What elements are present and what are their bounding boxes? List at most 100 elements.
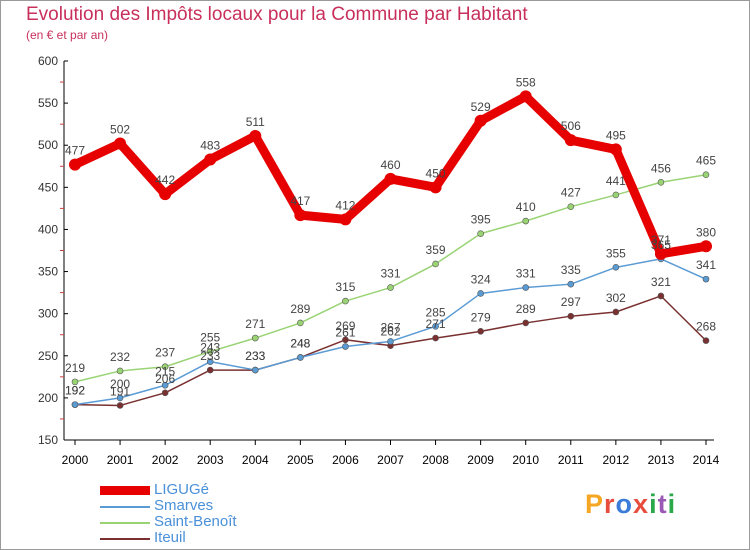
legend-swatch-ligug	[100, 486, 150, 495]
chart-subtitle: (en € et par an)	[26, 28, 109, 42]
x-tick-label: 2004	[242, 453, 269, 467]
data-point	[159, 188, 172, 201]
data-point	[294, 209, 307, 222]
proxiti-logo: Proxiti	[585, 489, 676, 520]
data-point	[339, 213, 352, 226]
data-point	[522, 284, 530, 291]
data-point	[477, 290, 484, 297]
data-label: 232	[110, 350, 130, 364]
data-label: 495	[606, 128, 626, 142]
data-label: 267	[380, 320, 400, 334]
data-label: 279	[471, 310, 491, 324]
legend-swatch-iteuil	[100, 538, 150, 540]
data-label: 302	[606, 291, 626, 305]
data-label: 219	[65, 361, 85, 375]
data-label: 255	[200, 331, 220, 345]
data-point	[612, 264, 620, 271]
data-point	[342, 297, 349, 305]
legend-item-smarves: Smarves	[100, 497, 360, 516]
data-label: 417	[290, 194, 310, 208]
data-point	[116, 367, 124, 375]
y-tick-label: 450	[38, 180, 58, 194]
data-point	[612, 308, 620, 316]
logo-letter: r	[604, 489, 616, 519]
data-point	[702, 337, 710, 344]
data-point	[161, 389, 169, 397]
data-point	[161, 363, 169, 371]
legend-item-saint-benoit: Saint-Benoît	[100, 513, 360, 532]
data-label: 269	[335, 319, 355, 333]
x-tick-label: 2006	[332, 453, 359, 467]
data-label: 268	[696, 320, 716, 334]
legend-item-ligug: LIGUGé	[100, 481, 360, 500]
data-point	[342, 336, 349, 344]
x-tick-label: 2005	[287, 453, 314, 467]
chart-title: Evolution des Impôts locaux pour la Comm…	[26, 4, 528, 25]
y-tick-label: 600	[38, 54, 58, 68]
data-point	[702, 171, 710, 178]
y-tick-label: 350	[38, 265, 58, 279]
data-label: 558	[516, 75, 536, 89]
data-label: 271	[426, 317, 446, 331]
data-label: 371	[651, 233, 671, 247]
y-tick-label: 500	[38, 138, 58, 152]
data-point	[206, 348, 214, 355]
data-label: 324	[471, 272, 491, 286]
data-label: 233	[245, 349, 265, 363]
data-point	[69, 158, 81, 171]
data-label: 315	[335, 280, 355, 294]
x-tick-label: 2009	[467, 453, 494, 467]
data-label: 450	[426, 166, 446, 180]
data-point	[612, 191, 620, 199]
logo-letter: i	[649, 489, 658, 519]
data-label: 502	[110, 123, 130, 137]
data-point	[204, 153, 217, 166]
data-point	[432, 260, 439, 268]
data-point	[657, 178, 665, 186]
data-label: 243	[200, 341, 220, 355]
legend-item-iteuil: Iteuil	[100, 529, 360, 548]
data-point	[429, 181, 442, 194]
data-point	[387, 338, 394, 345]
data-point	[519, 90, 532, 103]
data-label: 261	[335, 326, 355, 340]
data-label: 355	[606, 246, 626, 260]
data-point	[564, 134, 577, 147]
legend-label-iteuil: Iteuil	[154, 529, 186, 546]
data-label: 460	[380, 158, 400, 172]
data-label: 335	[561, 263, 581, 277]
data-point	[474, 114, 487, 127]
x-tick-label: 2003	[197, 453, 224, 467]
data-point	[567, 280, 575, 288]
data-label: 529	[471, 100, 491, 114]
data-label: 477	[65, 144, 85, 158]
data-label: 441	[606, 174, 626, 188]
y-tick-label: 200	[38, 391, 58, 405]
data-point	[114, 137, 127, 150]
data-label: 215	[155, 364, 175, 378]
data-label: 271	[245, 317, 265, 331]
data-point	[477, 230, 484, 237]
x-tick-label: 2002	[152, 453, 179, 467]
logo-letter: x	[633, 489, 650, 519]
data-point	[567, 203, 575, 211]
data-label: 192	[65, 384, 85, 398]
data-point	[71, 378, 79, 386]
y-tick-label: 300	[38, 307, 58, 321]
x-tick-label: 2000	[62, 453, 89, 467]
legend-swatch-smarves	[100, 506, 150, 508]
data-point	[567, 312, 575, 320]
x-tick-label: 2012	[603, 453, 630, 467]
data-label: 341	[696, 258, 716, 272]
y-tick-label: 400	[38, 222, 58, 236]
data-point	[297, 354, 304, 361]
data-point	[432, 334, 439, 342]
data-label: 248	[290, 336, 310, 350]
logo-letter: i	[667, 489, 677, 519]
data-label: 365	[651, 238, 671, 252]
data-label: 297	[561, 295, 581, 309]
data-point	[702, 275, 710, 283]
data-point	[654, 247, 667, 260]
data-label: 511	[246, 115, 265, 129]
